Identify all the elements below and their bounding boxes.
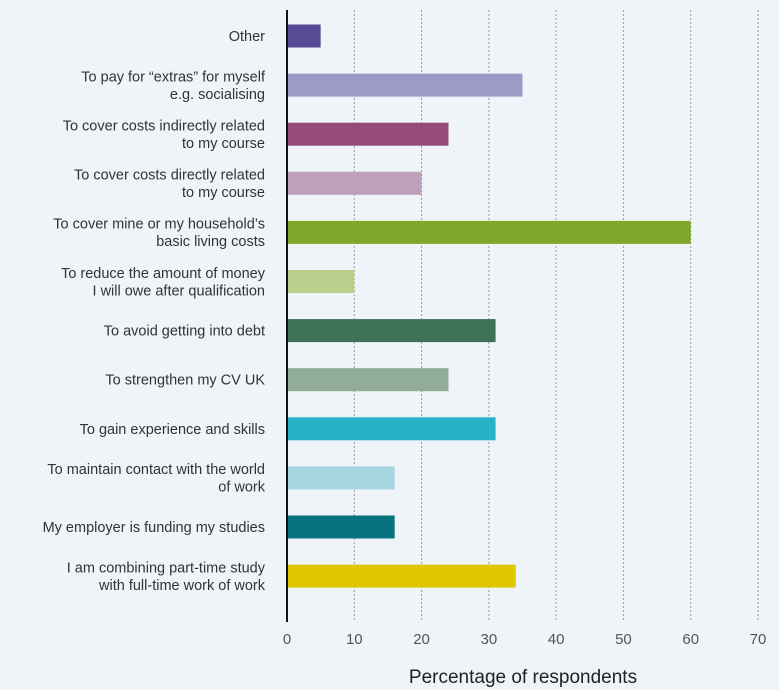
x-tick-label: 50 (615, 631, 632, 648)
x-tick-label: 10 (346, 631, 363, 648)
category-label: To pay for “extras” for myself (81, 69, 266, 85)
x-tick-label: 20 (413, 631, 430, 648)
category-label: To avoid getting into debt (104, 324, 265, 340)
bar (287, 24, 321, 48)
x-tick-label: 0 (283, 631, 291, 648)
category-label: To cover mine or my household’s (53, 217, 265, 233)
category-label: I am combining part-time study (67, 560, 266, 576)
bar (287, 515, 395, 539)
x-axis-title: Percentage of respondents (409, 667, 637, 688)
bar (287, 368, 449, 392)
category-label: To cover costs directly related (74, 168, 265, 184)
bar (287, 171, 422, 195)
bar (287, 73, 523, 97)
bar (287, 319, 496, 343)
category-label: My employer is funding my studies (43, 520, 265, 536)
category-label: to my course (182, 136, 265, 152)
category-label: Other (229, 29, 265, 45)
category-label: to my course (182, 185, 265, 201)
bars (287, 24, 691, 588)
bar (287, 220, 691, 244)
bar (287, 417, 496, 441)
x-tick-label: 70 (750, 631, 767, 648)
category-label: To reduce the amount of money (61, 266, 266, 282)
bar (287, 122, 449, 146)
category-label: To strengthen my CV UK (105, 373, 265, 389)
bar (287, 270, 355, 293)
category-label: of work (218, 480, 265, 496)
category-label: To cover costs indirectly related (63, 118, 265, 134)
x-tick-label: 30 (481, 631, 498, 648)
bar (287, 466, 395, 490)
category-label: e.g. socialising (170, 87, 265, 103)
x-tick-label: 60 (682, 631, 699, 648)
category-label: with full-time work of work (98, 578, 266, 594)
x-tick-labels: 0 10 20 30 40 50 60 70 (283, 631, 767, 648)
category-label: To maintain contact with the world (47, 462, 265, 478)
bar (287, 564, 516, 588)
category-labels: Other To pay for “extras” for myself e.g. … (43, 29, 266, 594)
category-label: I will owe after qualification (93, 283, 265, 299)
category-label: To gain experience and skills (80, 422, 265, 438)
gridlines (353, 10, 759, 622)
category-label: basic living costs (156, 234, 265, 250)
x-tick-label: 40 (548, 631, 565, 648)
